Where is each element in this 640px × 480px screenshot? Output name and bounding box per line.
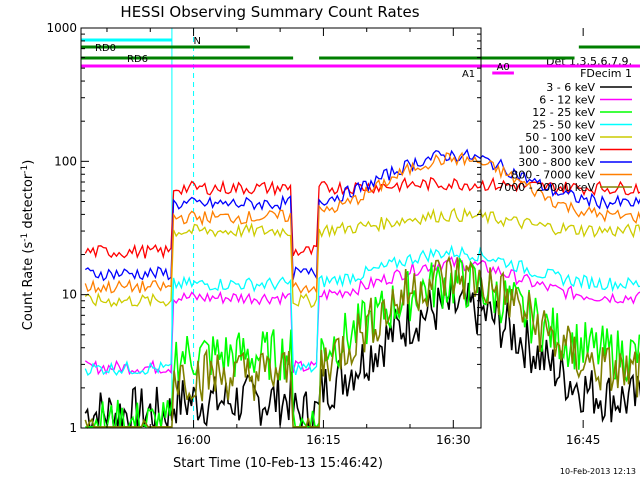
ylabel-part: Count Rate (s (21, 242, 36, 331)
legend-label: 100 - 300 keV (518, 144, 595, 157)
legend-label: 12 - 25 keV (532, 106, 595, 119)
y-tick-label: 1000 (46, 21, 77, 35)
series-line-5 (84, 207, 640, 309)
flag-bar-label: N (194, 36, 201, 47)
legend-label: 300 - 800 keV (518, 156, 595, 169)
x-tick-label: 16:00 (176, 433, 211, 447)
series-line-8 (84, 151, 640, 295)
y-tick-label: 100 (54, 154, 77, 168)
flag-bar-label: A0 (497, 62, 510, 73)
flag-bar-label: RD6 (127, 54, 148, 65)
legend-header-line2: FDecim 1 (580, 67, 632, 80)
series-line-2 (84, 255, 640, 376)
flag-bar-label: A1 (462, 69, 475, 80)
y-tick-label: 10 (62, 288, 77, 302)
legend-label: 7000 - 20000 keV (497, 181, 595, 194)
plot-frame (80, 27, 482, 429)
plot-area: N RD0 RD6 A0 A1 1 10 100 1000 16:00 16:15 16:30 16:4… (46, 21, 640, 447)
svg-text:Count Rate (s-1 detector-1): Count Rate (s-1 detector-1) (20, 160, 36, 331)
series-line-4 (84, 244, 640, 376)
legend-label: 25 - 50 keV (532, 119, 595, 132)
timestamp: 10-Feb-2013 12:13 (560, 467, 636, 476)
x-tick-label: 16:45 (566, 433, 601, 447)
y-tick-label: 1 (69, 421, 77, 435)
series-line-6 (84, 176, 640, 260)
series-line-7 (84, 148, 640, 282)
ylabel-part: ) (21, 160, 36, 165)
flag-bar-label: RD0 (95, 43, 116, 54)
series-line-9 (84, 255, 640, 430)
legend-label: 3 - 6 keV (546, 81, 595, 94)
ylabel-sup: -1 (20, 165, 30, 174)
ylabel-sup: -1 (20, 233, 30, 242)
x-tick-label: 16:30 (436, 433, 471, 447)
legend-label: 50 - 100 keV (525, 131, 595, 144)
legend-label: 800 - 7000 keV (511, 169, 595, 182)
x-tick-label: 16:15 (306, 433, 341, 447)
ylabel-part: detector (21, 173, 36, 233)
x-axis-label: Start Time (10-Feb-13 15:46:42) (173, 456, 383, 471)
legend-label: 6 - 12 keV (539, 94, 595, 107)
chart-title: HESSI Observing Summary Count Rates (120, 3, 419, 21)
y-axis-label: Count Rate (s-1 detector-1) (20, 160, 36, 331)
